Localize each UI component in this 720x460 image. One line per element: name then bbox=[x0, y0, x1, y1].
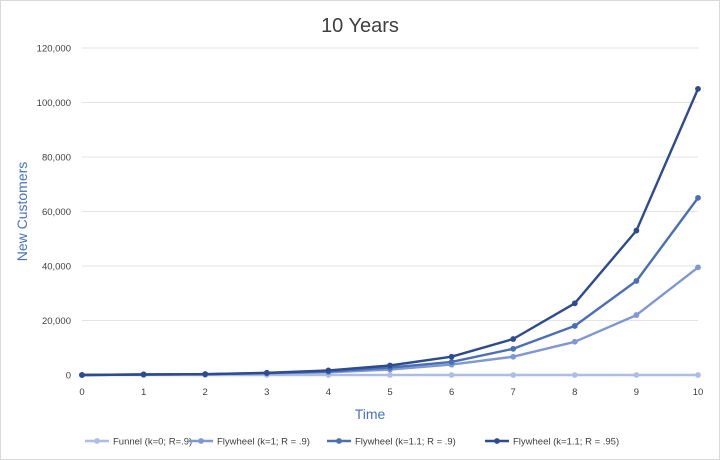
series-group bbox=[79, 85, 701, 378]
series-4 bbox=[79, 85, 701, 378]
y-axis-label: New Customers bbox=[14, 162, 30, 262]
data-point bbox=[263, 369, 270, 376]
data-point bbox=[448, 353, 455, 360]
data-point bbox=[140, 371, 147, 378]
y-tick-label: 40,000 bbox=[42, 262, 71, 273]
x-tick-label: 7 bbox=[511, 387, 516, 398]
x-tick-label: 0 bbox=[79, 387, 84, 398]
data-point bbox=[695, 85, 701, 92]
x-axis-label: Time bbox=[355, 406, 386, 422]
legend-item: Flywheel (k=1.1; R = .95) bbox=[485, 437, 619, 448]
data-point bbox=[510, 353, 517, 360]
legend-swatch-marker bbox=[94, 438, 100, 444]
y-tick-labels: 0 20,000 40,000 60,000 80,000 100,000 120,000 bbox=[37, 44, 71, 382]
legend: Funnel (k=0; R=.9) Flywheel (k=1; R = .9)… bbox=[85, 437, 619, 448]
legend-label: Flywheel (k=1.1; R = .95) bbox=[513, 437, 619, 448]
data-point bbox=[387, 362, 393, 369]
series-3 bbox=[79, 194, 701, 378]
data-point bbox=[571, 372, 578, 378]
x-tick-label: 2 bbox=[203, 387, 208, 398]
legend-item: Flywheel (k=1.1; R = .9) bbox=[327, 437, 456, 448]
grid-lines bbox=[82, 47, 698, 376]
x-tick-label: 8 bbox=[572, 387, 577, 398]
x-tick-label: 6 bbox=[449, 387, 454, 398]
data-point bbox=[510, 336, 517, 342]
series-line bbox=[81, 197, 699, 377]
x-tick-label: 1 bbox=[141, 387, 146, 398]
series-line bbox=[81, 266, 699, 377]
data-point bbox=[695, 194, 701, 201]
data-point bbox=[387, 372, 393, 378]
data-point bbox=[695, 264, 701, 271]
data-point bbox=[448, 359, 455, 365]
data-point bbox=[633, 227, 640, 234]
legend-item: Flywheel (k=1; R = .9) bbox=[189, 437, 310, 448]
y-tick-label: 20,000 bbox=[42, 316, 71, 327]
chart-title: 10 Years bbox=[321, 15, 399, 37]
series-line bbox=[81, 88, 700, 377]
y-tick-label: 100,000 bbox=[37, 98, 71, 109]
data-point bbox=[571, 338, 578, 345]
y-tick-label: 0 bbox=[66, 371, 71, 382]
data-point bbox=[571, 323, 578, 329]
data-point bbox=[325, 367, 332, 374]
legend-item: Funnel (k=0; R=.9) bbox=[85, 437, 192, 448]
data-point bbox=[633, 312, 640, 318]
legend-label: Funnel (k=0; R=.9) bbox=[113, 437, 192, 448]
x-tick-label: 4 bbox=[326, 387, 331, 398]
legend-swatch-marker bbox=[198, 438, 204, 444]
legend-swatch-marker bbox=[494, 438, 500, 444]
x-tick-label: 5 bbox=[387, 387, 392, 398]
y-tick-label: 80,000 bbox=[42, 153, 71, 164]
data-point bbox=[633, 372, 640, 378]
x-tick-label: 9 bbox=[634, 387, 639, 398]
data-point bbox=[202, 371, 209, 378]
data-point bbox=[79, 372, 85, 378]
data-point bbox=[448, 372, 455, 378]
legend-label: Flywheel (k=1.1; R = .9) bbox=[355, 437, 456, 448]
series-2 bbox=[79, 264, 701, 378]
x-tick-label: 10 bbox=[693, 387, 704, 398]
data-point bbox=[510, 345, 517, 352]
y-tick-label: 60,000 bbox=[42, 207, 71, 218]
x-tick-labels: 0 1 2 3 4 5 6 7 8 9 10 bbox=[79, 387, 703, 398]
data-point bbox=[633, 278, 640, 284]
y-tick-label: 120,000 bbox=[37, 44, 71, 55]
legend-swatch-marker bbox=[336, 438, 342, 444]
x-tick-label: 3 bbox=[264, 387, 269, 398]
data-point bbox=[571, 300, 578, 307]
data-point bbox=[510, 372, 517, 378]
data-point bbox=[695, 372, 701, 378]
legend-label: Flywheel (k=1; R = .9) bbox=[217, 437, 310, 448]
